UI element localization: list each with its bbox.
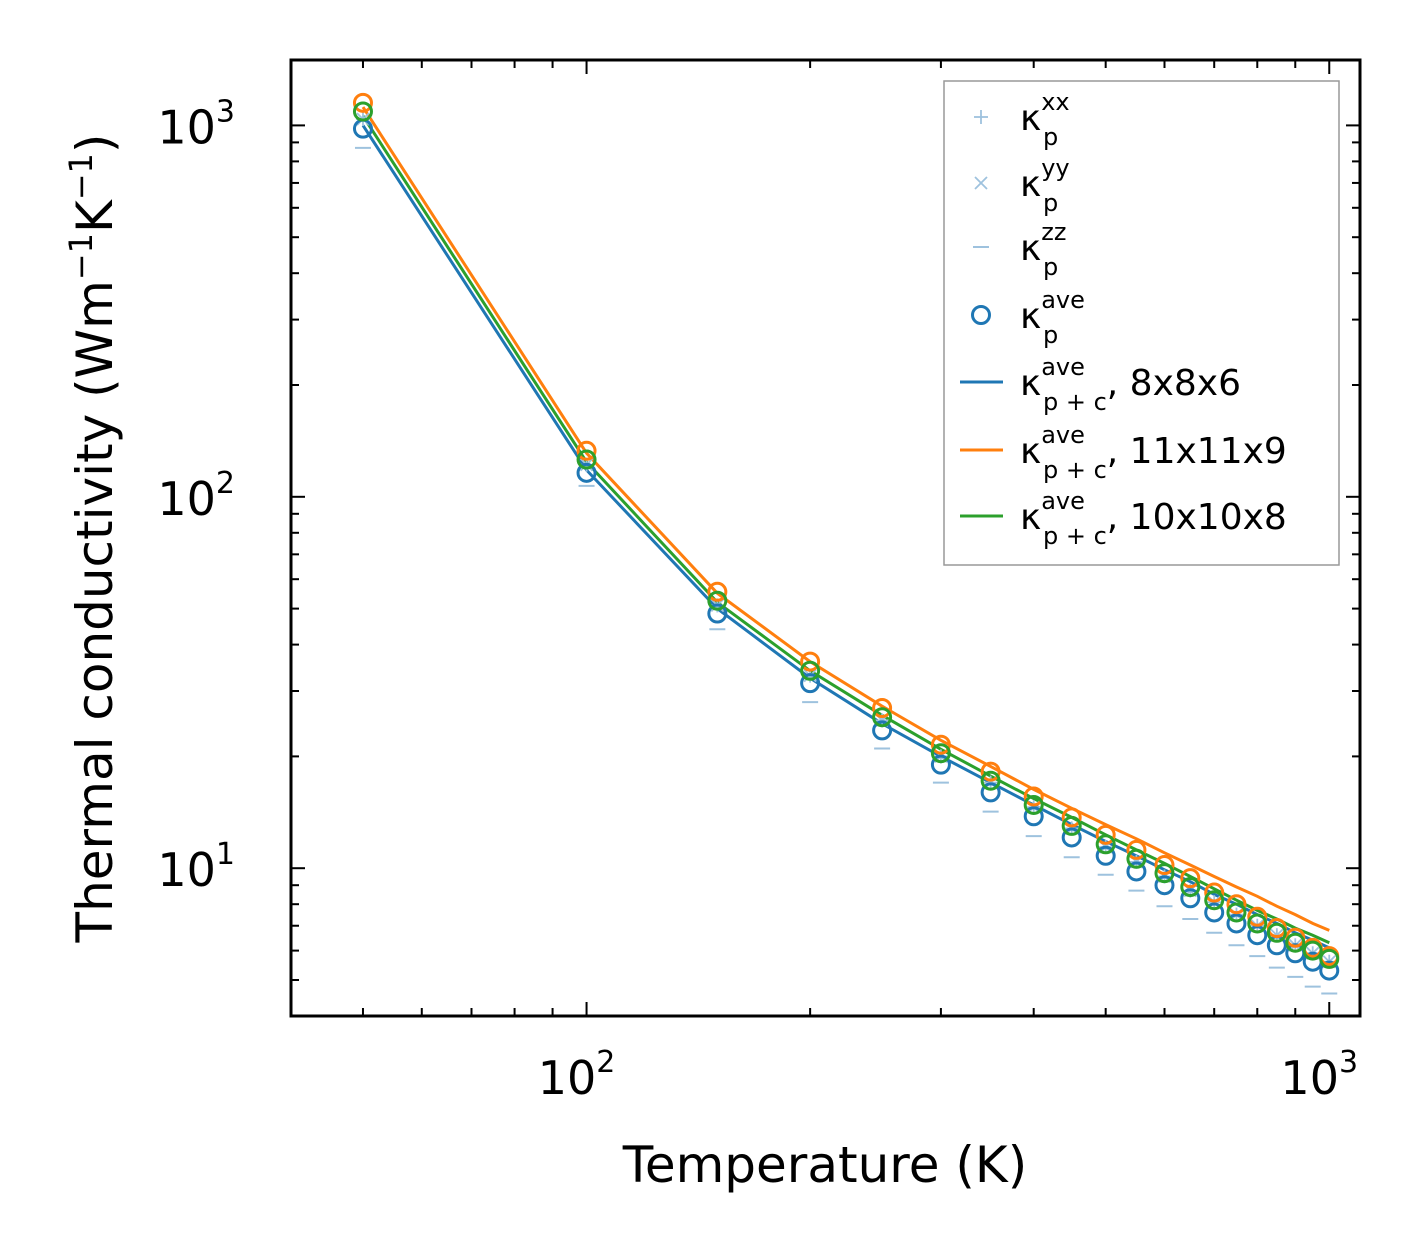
legend-label: κyy p: [1020, 154, 1070, 217]
y-tick-label: 103: [157, 94, 235, 154]
data-point-circle: [1095, 824, 1116, 845]
y-tick-label: 102: [157, 466, 235, 526]
data-point-circle: [1204, 902, 1225, 923]
data-point-circle: [576, 449, 597, 470]
data-point-circle: [1154, 875, 1175, 896]
y-tick-label: 101: [157, 837, 235, 897]
series-line: [361, 115, 1330, 945]
data-point-circle: [1319, 960, 1340, 981]
series-line: [361, 124, 1330, 950]
data-point-circle: [1226, 902, 1247, 923]
data-point-circle: [1095, 834, 1116, 855]
legend-label: κave p + c, 11x11x9: [1020, 421, 1287, 484]
legend-label: κxx p: [1020, 88, 1070, 151]
data-point-circle: [930, 743, 951, 764]
data-point-circle: [1154, 863, 1175, 884]
data-point-circle: [1226, 913, 1247, 934]
data-point-circle: [1180, 877, 1201, 898]
data-point-circle: [1023, 786, 1044, 807]
data-point-circle: [352, 101, 373, 122]
plot-frame: [289, 58, 1362, 1018]
series-line: [361, 106, 1330, 932]
data-point-circle: [980, 782, 1001, 803]
data-point-circle: [1247, 906, 1268, 927]
data-point-circle: [1180, 868, 1201, 889]
data-point-circle: [1204, 882, 1225, 903]
data-point-circle: [971, 305, 991, 325]
data-point-circle: [1126, 861, 1147, 882]
data-point-circle: [800, 651, 821, 672]
data-point-circle: [1180, 888, 1201, 909]
labels-layer: 102 103 101 102 103: [157, 94, 1358, 1105]
legend-label: κzz p: [1020, 218, 1066, 281]
data-point-circle: [1266, 922, 1287, 943]
data-point-circle: [576, 440, 597, 461]
y-axis-label: Thermal conductivity (Wm−1K−1): [62, 134, 124, 944]
data-point-circle: [1247, 913, 1268, 934]
data-point-circle: [1204, 890, 1225, 911]
data-point-circle: [1061, 807, 1082, 828]
data-point-circle: [800, 660, 821, 681]
data-point-circle: [707, 590, 728, 611]
legend-frame: [943, 80, 1340, 566]
data-point-circle: [980, 770, 1001, 791]
data-point-circle: [980, 761, 1001, 782]
data-point-circle: [872, 707, 893, 728]
legend-label: κave p: [1020, 286, 1085, 349]
x-axis-label: Temperature (K): [622, 1136, 1027, 1194]
legend-label: κave p + c, 8x8x6: [1020, 353, 1241, 416]
legend-label: κave p + c, 10x10x8: [1020, 487, 1287, 550]
data-point-circle: [1154, 855, 1175, 876]
data-point-circle: [1302, 940, 1323, 961]
data-point-circle: [1023, 806, 1044, 827]
x-tick-label: 103: [1280, 1045, 1358, 1105]
data-point-circle: [1095, 845, 1116, 866]
data-point-circle: [1126, 848, 1147, 869]
data-point-circle: [1226, 894, 1247, 915]
data-point-circle: [872, 697, 893, 718]
data-point-circle: [1061, 815, 1082, 836]
data-point-cross-b: [974, 176, 988, 190]
data-point-circle: [800, 673, 821, 694]
data-point-circle: [576, 462, 597, 483]
data-point-circle: [1023, 794, 1044, 815]
data-point-circle: [872, 720, 893, 741]
data-point-circle: [1061, 827, 1082, 848]
data-point-circle: [707, 603, 728, 624]
data-point-circle: [930, 754, 951, 775]
x-tick-label: 102: [538, 1045, 616, 1105]
data-point-circle: [930, 734, 951, 755]
data-point-circle: [1319, 948, 1340, 969]
data-point-circle: [707, 581, 728, 602]
data-point-circle: [1285, 932, 1306, 953]
data-layer: [352, 92, 1340, 995]
data-point-circle: [352, 92, 373, 113]
data-point-circle: [1126, 839, 1147, 860]
